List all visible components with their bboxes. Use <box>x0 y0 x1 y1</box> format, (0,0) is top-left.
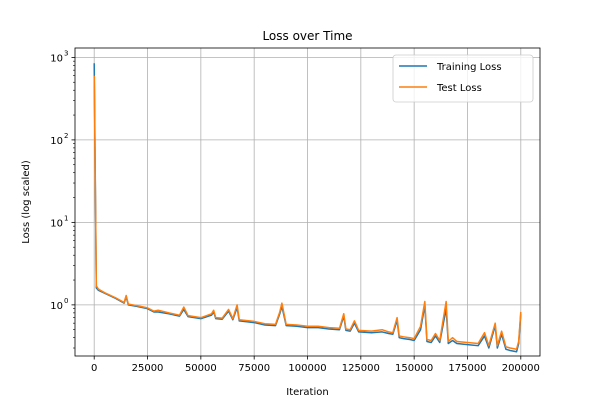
y-tick-exponent: 3 <box>64 49 68 57</box>
x-tick-label: 175000 <box>448 363 486 374</box>
y-tick-label: 10 <box>50 301 63 312</box>
x-axis-label: Iteration <box>286 387 328 398</box>
x-tick-label: 0 <box>91 363 97 374</box>
legend-label-test-loss: Test Loss <box>436 83 482 94</box>
x-tick-label: 100000 <box>288 363 326 374</box>
legend-box <box>392 54 534 103</box>
chart-title: Loss over Time <box>262 29 352 43</box>
y-tick-label: 10 <box>50 53 63 64</box>
y-axis-label: Loss (log scaled) <box>21 160 32 244</box>
plot-lines <box>93 63 522 353</box>
x-tick-label: 125000 <box>342 363 380 374</box>
x-tick-label: 75000 <box>238 363 270 374</box>
legend: Training Loss Test Loss <box>392 54 534 103</box>
x-axis-ticks: 0 25000 50000 75000 100000 125000 150000 175000… <box>91 356 540 374</box>
x-tick-label: 150000 <box>395 363 433 374</box>
y-tick-exponent: 0 <box>64 297 68 305</box>
y-tick-label: 10 <box>50 218 63 229</box>
legend-label-training-loss: Training Loss <box>436 62 502 73</box>
y-tick-exponent: 2 <box>64 132 68 140</box>
x-tick-label: 25000 <box>132 363 164 374</box>
series-line-test-loss <box>93 75 522 350</box>
x-tick-label: 50000 <box>185 363 217 374</box>
y-tick-label: 10 <box>50 136 63 147</box>
y-tick-exponent: 1 <box>64 214 68 222</box>
x-tick-label: 200000 <box>502 363 540 374</box>
